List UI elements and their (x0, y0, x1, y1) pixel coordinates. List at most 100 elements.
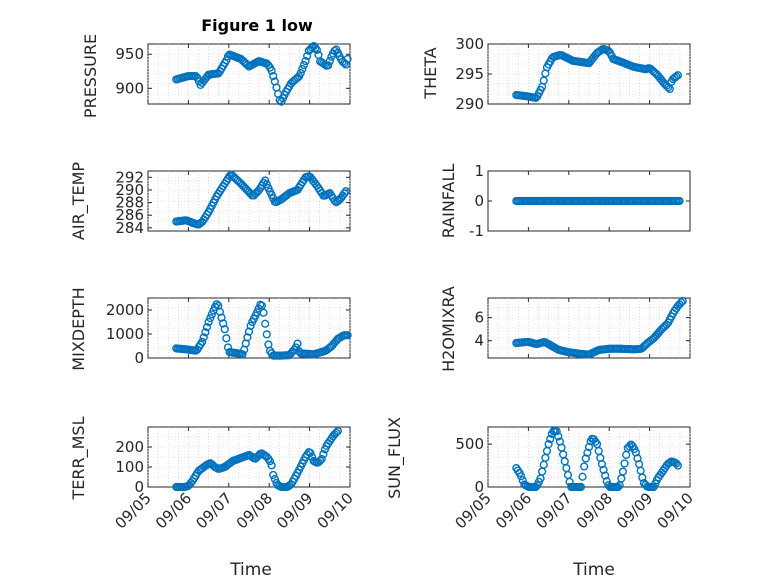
ylabel-h2omixra: H2OMIXRA (439, 286, 458, 372)
ytick-label-air_temp: 284 (115, 219, 144, 237)
data-point-pressure (343, 54, 352, 64)
ytick-label-rainfall: -1 (469, 222, 484, 240)
data-point-air_temp (225, 171, 234, 181)
data-point-mixdepth (246, 321, 255, 330)
data-point-sun_flux (601, 471, 610, 480)
xlabel-left: Time (229, 560, 272, 580)
data-point-mixdepth (202, 323, 212, 332)
data-point-theta (673, 71, 682, 80)
panel-pressure: 900 950 (115, 41, 352, 106)
data-point-pressure (311, 43, 320, 53)
xtick-label-terr_msl: 09/07 (192, 489, 235, 532)
data-point-terr_msl (333, 426, 342, 436)
ytick-label-h2omixra: 6 (474, 309, 484, 327)
data-point-air_temp (340, 189, 349, 198)
data-point-sun_flux (599, 465, 608, 474)
data-point-sun_flux (583, 448, 592, 457)
data-point-rainfall (675, 196, 684, 206)
panel-h2omixra: 46 (474, 296, 691, 359)
data-point-pressure (312, 45, 321, 54)
data-point-sun_flux (613, 482, 623, 492)
ylabel-terr-msl: TERR_MSL (69, 416, 89, 500)
data-point-terr_msl (306, 448, 315, 458)
data-point-air_temp (330, 196, 339, 205)
ytick-label-air_temp: 290 (115, 181, 144, 199)
ytick-label-theta: 290 (455, 95, 484, 113)
data-point-terr_msl (270, 474, 279, 484)
data-point-sun_flux (597, 460, 607, 469)
data-point-mixdepth (220, 325, 229, 334)
xtick-label-sun_flux: 09/10 (654, 489, 697, 532)
data-point-sun_flux (546, 434, 555, 444)
ytick-label-mixdepth: 2000 (106, 301, 144, 319)
data-point-pressure (298, 64, 307, 74)
xtick-label-sun_flux: 09/05 (452, 489, 495, 532)
ytick-label-pressure: 900 (115, 79, 144, 97)
data-point-sun_flux (580, 462, 589, 471)
data-point-pressure (269, 71, 278, 81)
xtick-label-sun_flux: 09/09 (613, 489, 656, 532)
data-point-pressure (296, 68, 305, 78)
data-point-mixdepth (262, 330, 271, 339)
ytick-label-terr_msl: 100 (115, 458, 144, 476)
data-point-terr_msl (319, 450, 328, 459)
data-point-air_temp (261, 176, 270, 185)
data-point-sun_flux (517, 472, 526, 481)
ylabel-air-temp: AIR_TEMP (69, 162, 89, 240)
data-point-terr_msl (332, 428, 341, 437)
ytick-label-theta: 295 (455, 65, 484, 83)
data-point-mixdepth (343, 331, 352, 340)
ytick-label-rainfall: 1 (474, 162, 484, 180)
ytick-label-air_temp: 286 (115, 206, 144, 224)
ytick-label-rainfall: 0 (474, 192, 484, 210)
data-point-pressure (324, 61, 333, 70)
xtick-label-terr_msl: 09/10 (314, 489, 357, 532)
data-point-mixdepth (259, 308, 268, 317)
data-point-h2omixra (677, 298, 686, 307)
panel-mixdepth: 0 1000 2000 (106, 297, 352, 367)
data-point-sun_flux (578, 472, 587, 481)
data-point-theta (672, 72, 681, 81)
data-point-terr_msl (265, 457, 275, 466)
data-point-theta (539, 76, 548, 85)
data-point-mixdepth (204, 317, 213, 327)
ytick-label-terr_msl: 0 (134, 478, 144, 496)
data-point-sun_flux (620, 459, 629, 468)
data-point-theta (665, 84, 674, 94)
ylabel-pressure: PRESSURE (81, 34, 100, 118)
data-point-mixdepth (206, 314, 215, 323)
ylabel-sun-flux: SUN_FLUX (385, 417, 405, 499)
panel-rainfall: -1 0 1 (469, 162, 691, 240)
data-point-air_temp (341, 187, 351, 196)
data-point-pressure (299, 60, 309, 70)
ytick-label-mixdepth: 1000 (106, 325, 144, 343)
ytick-label-pressure: 950 (115, 45, 144, 63)
ytick-label-sun_flux: 500 (455, 435, 484, 453)
data-point-pressure (303, 51, 312, 61)
data-point-mixdepth (207, 310, 216, 319)
data-point-mixdepth (199, 333, 208, 342)
ytick-label-air_temp: 288 (115, 194, 144, 212)
data-point-pressure (267, 66, 276, 75)
data-point-mixdepth (293, 339, 302, 348)
xtick-label-sun_flux: 09/07 (532, 489, 575, 532)
ytick-label-air_temp: 292 (115, 168, 144, 186)
data-point-mixdepth (201, 328, 210, 337)
ytick-label-mixdepth: 0 (134, 349, 144, 367)
ytick-label-terr_msl: 200 (115, 438, 144, 456)
data-point-mixdepth (222, 334, 231, 343)
data-point-mixdepth (212, 300, 221, 309)
data-point-sun_flux (554, 432, 563, 441)
data-point-pressure (307, 43, 317, 52)
data-point-terr_msl (316, 456, 325, 465)
data-point-sun_flux (672, 459, 681, 468)
xlabel-right: Time (572, 560, 615, 580)
data-point-h2omixra (678, 296, 687, 306)
data-point-air_temp (262, 180, 271, 189)
data-point-sun_flux (584, 442, 594, 452)
data-point-mixdepth (261, 319, 270, 328)
ytick-label-sun_flux: 0 (474, 478, 484, 496)
data-point-mixdepth (198, 337, 207, 346)
